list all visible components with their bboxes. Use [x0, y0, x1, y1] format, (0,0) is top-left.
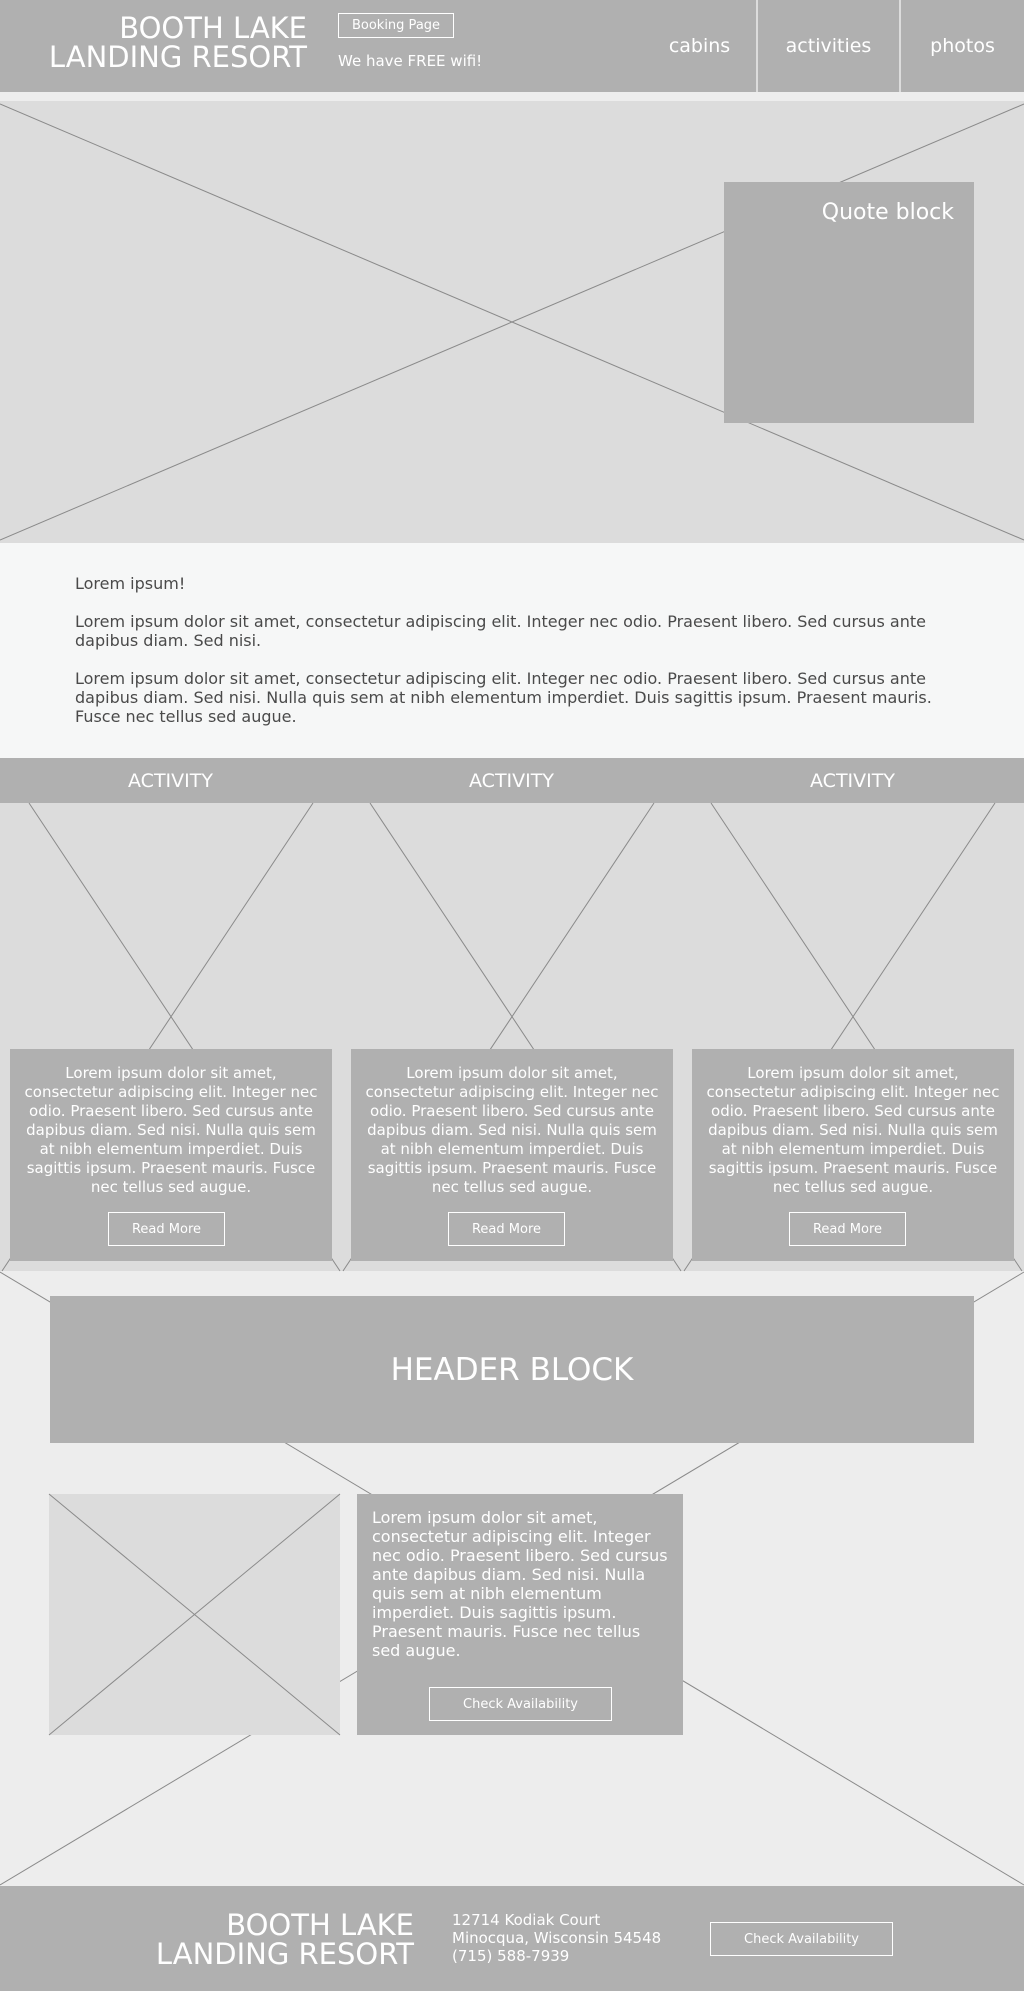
- nav-photos[interactable]: photos: [930, 35, 995, 57]
- footer-logo-line-1: BOOTH LAKE: [226, 1908, 414, 1942]
- footer-address-line: 12714 Kodiak Court: [452, 1911, 601, 1929]
- footer-logo[interactable]: BOOTH LAKE LANDING RESORT: [156, 1911, 414, 1969]
- feature-placeholder-cross: [48, 1493, 341, 1736]
- logo-line-2: LANDING RESORT: [48, 40, 307, 74]
- activity-card: Lorem ipsum dolor sit amet, consectetur …: [351, 1049, 673, 1261]
- activities-header-bar: [0, 758, 1024, 803]
- footer-phone: (715) 588-7939: [452, 1947, 570, 1965]
- activity-description: Lorem ipsum dolor sit amet, consectetur …: [706, 1064, 1000, 1196]
- quote-block: Quote block: [724, 182, 974, 423]
- footer-check-availability-button[interactable]: Check Availability: [710, 1922, 893, 1956]
- footer-address-line: Minocqua, Wisconsin 54548: [452, 1929, 662, 1947]
- check-availability-button[interactable]: Check Availability: [429, 1687, 612, 1721]
- read-more-button[interactable]: Read More: [448, 1212, 565, 1246]
- intro-heading: Lorem ipsum!: [75, 574, 186, 593]
- activity-description: Lorem ipsum dolor sit amet, consectetur …: [365, 1064, 659, 1196]
- availability-card: Lorem ipsum dolor sit amet, consectetur …: [357, 1494, 683, 1735]
- availability-description: Lorem ipsum dolor sit amet, consectetur …: [372, 1508, 668, 1660]
- activity-title: ACTIVITY: [469, 769, 554, 792]
- nav-activities[interactable]: activities: [785, 35, 872, 57]
- nav-divider: [756, 0, 758, 92]
- activity-title: ACTIVITY: [128, 769, 213, 792]
- activity-title: ACTIVITY: [810, 769, 895, 792]
- footer: BOOTH LAKE LANDING RESORT 12714 Kodiak C…: [0, 1886, 1024, 1991]
- activity-card: Lorem ipsum dolor sit amet, consectetur …: [10, 1049, 332, 1261]
- header-block: HEADER BLOCK: [50, 1296, 974, 1443]
- site-logo[interactable]: BOOTH LAKE LANDING RESORT: [49, 14, 307, 72]
- footer-contact: 12714 Kodiak Court Minocqua, Wisconsin 5…: [452, 1911, 661, 1965]
- wifi-notice: We have FREE wifi!: [338, 52, 483, 70]
- booking-page-button[interactable]: Booking Page: [338, 13, 454, 38]
- read-more-button[interactable]: Read More: [108, 1212, 225, 1246]
- intro-section: Lorem ipsum! Lorem ipsum dolor sit amet,…: [0, 543, 1024, 758]
- activity-description: Lorem ipsum dolor sit amet, consectetur …: [24, 1064, 318, 1196]
- feature-image-placeholder: [48, 1493, 341, 1736]
- footer-logo-line-2: LANDING RESORT: [155, 1937, 414, 1971]
- activity-card: Lorem ipsum dolor sit amet, consectetur …: [692, 1049, 1014, 1261]
- intro-paragraph: Lorem ipsum dolor sit amet, consectetur …: [75, 612, 926, 650]
- logo-line-1: BOOTH LAKE: [119, 11, 307, 45]
- top-header: [0, 0, 1024, 92]
- quote-title: Quote block: [821, 200, 954, 225]
- intro-paragraph: Lorem ipsum dolor sit amet, consectetur …: [75, 669, 932, 726]
- nav-cabins[interactable]: cabins: [668, 35, 731, 57]
- read-more-button[interactable]: Read More: [789, 1212, 906, 1246]
- nav-divider: [899, 0, 901, 92]
